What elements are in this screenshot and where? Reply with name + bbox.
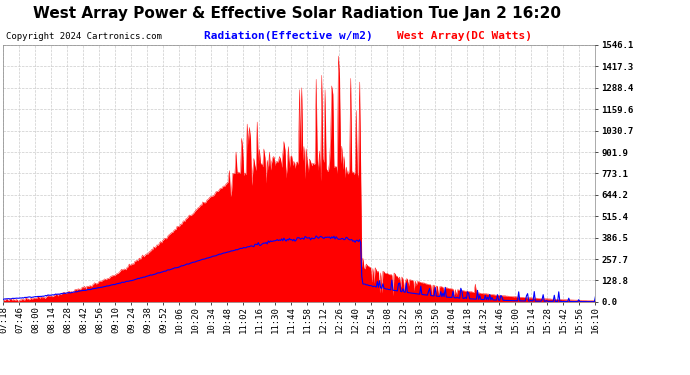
Text: West Array Power & Effective Solar Radiation Tue Jan 2 16:20: West Array Power & Effective Solar Radia… (32, 6, 561, 21)
Text: Copyright 2024 Cartronics.com: Copyright 2024 Cartronics.com (6, 32, 161, 41)
Text: West Array(DC Watts): West Array(DC Watts) (397, 31, 532, 41)
Text: Radiation(Effective w/m2): Radiation(Effective w/m2) (204, 31, 373, 41)
